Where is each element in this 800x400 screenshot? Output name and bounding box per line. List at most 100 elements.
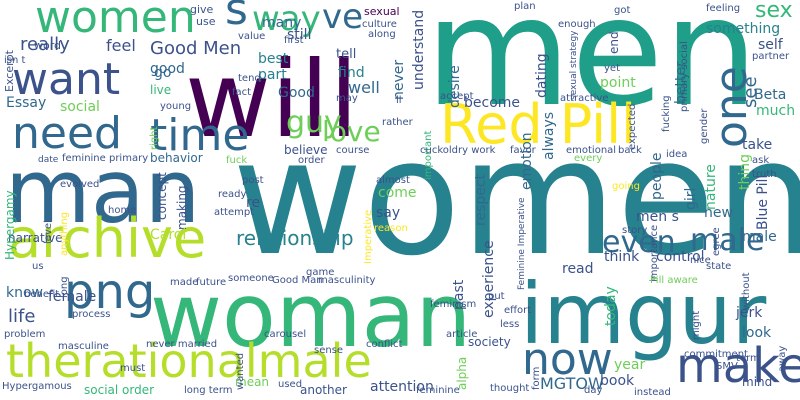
word: level — [43, 220, 54, 244]
word: commitment — [684, 349, 748, 360]
word: people — [649, 152, 665, 200]
word: emotion — [519, 132, 535, 190]
word: may — [336, 93, 358, 104]
word: form — [531, 366, 542, 390]
word: men s — [636, 209, 679, 225]
word: love — [322, 115, 381, 148]
word: Good — [278, 85, 315, 101]
word: Red Pill — [440, 93, 637, 156]
word: end — [607, 31, 621, 54]
word: book — [600, 373, 635, 389]
word: even — [602, 225, 676, 260]
word: mean — [235, 375, 270, 389]
word: masculinity — [318, 275, 376, 286]
word: course — [336, 145, 370, 156]
word: word — [34, 39, 62, 52]
word: egree — [711, 227, 722, 256]
word: male — [690, 223, 765, 258]
word: tell — [336, 47, 357, 62]
word: back — [618, 145, 642, 156]
word: become — [464, 95, 521, 111]
word: best — [258, 51, 289, 67]
word: someone — [228, 273, 274, 284]
word: feeling — [706, 3, 741, 14]
word: must — [120, 363, 146, 374]
word: understand — [411, 9, 427, 90]
word: social — [60, 99, 100, 115]
word: time — [150, 110, 250, 161]
word: sense — [314, 345, 344, 356]
word: young — [160, 101, 192, 112]
word: long term — [184, 385, 233, 396]
word: ready — [218, 189, 247, 200]
word: another — [300, 383, 347, 397]
word: therationalmale — [6, 334, 372, 388]
word: something — [706, 21, 781, 37]
word: fuck — [226, 155, 248, 166]
word: instead — [634, 387, 671, 398]
word: expected — [627, 103, 638, 150]
word: experience — [481, 240, 497, 318]
word: ask — [752, 155, 770, 166]
word: almost — [376, 175, 410, 186]
word: state — [706, 261, 732, 272]
word: year — [614, 357, 646, 373]
word: still — [287, 27, 312, 43]
word: Pill aware — [650, 275, 698, 286]
word: girl — [683, 187, 699, 210]
word: man — [5, 140, 201, 243]
word: feminine primary — [62, 153, 149, 164]
word: Good Men — [150, 38, 242, 59]
word: gender — [699, 108, 710, 144]
word: women — [232, 104, 800, 291]
word: go — [154, 65, 172, 81]
word: us — [32, 261, 44, 272]
word: less — [500, 319, 520, 330]
word: truth — [752, 169, 777, 180]
word: Hypergamous — [2, 381, 72, 392]
word: s — [225, 0, 248, 35]
word: primary social — [679, 41, 690, 112]
word: Essay — [6, 95, 47, 111]
word: woman — [150, 264, 472, 367]
word: never — [391, 59, 407, 100]
word: good — [150, 61, 185, 77]
word: women — [35, 0, 196, 43]
word: jerk — [736, 305, 763, 321]
word: idea — [666, 149, 688, 160]
word: male — [742, 229, 777, 245]
word: concept — [155, 172, 169, 220]
word: self — [758, 37, 783, 53]
word: want — [12, 54, 121, 105]
word: new — [704, 205, 733, 221]
word: live — [150, 83, 172, 97]
word: rather — [382, 117, 413, 128]
word: favor — [510, 145, 536, 156]
word: accept — [440, 91, 474, 102]
word: come — [378, 185, 417, 201]
word: believe — [284, 143, 328, 157]
word: SMV — [716, 361, 738, 372]
word: attention — [370, 379, 434, 395]
word: guy — [286, 105, 342, 140]
word: female — [48, 289, 97, 305]
word: day — [584, 385, 603, 396]
word: today — [603, 286, 619, 326]
word: attempt — [214, 207, 255, 218]
word: read — [562, 261, 594, 277]
word: sex — [755, 0, 793, 23]
word: right — [149, 126, 160, 151]
word: long — [59, 276, 70, 298]
word: isn t — [4, 55, 26, 66]
word: ll — [396, 95, 402, 106]
word: narrative — [8, 231, 63, 245]
word: problem — [4, 329, 46, 340]
word: will — [185, 39, 359, 161]
word: behavior — [150, 151, 203, 165]
word: men — [425, 0, 759, 140]
word: term — [736, 353, 760, 364]
word: plan — [514, 1, 536, 12]
word: MGTOW — [540, 374, 604, 393]
word: anything — [59, 211, 70, 256]
